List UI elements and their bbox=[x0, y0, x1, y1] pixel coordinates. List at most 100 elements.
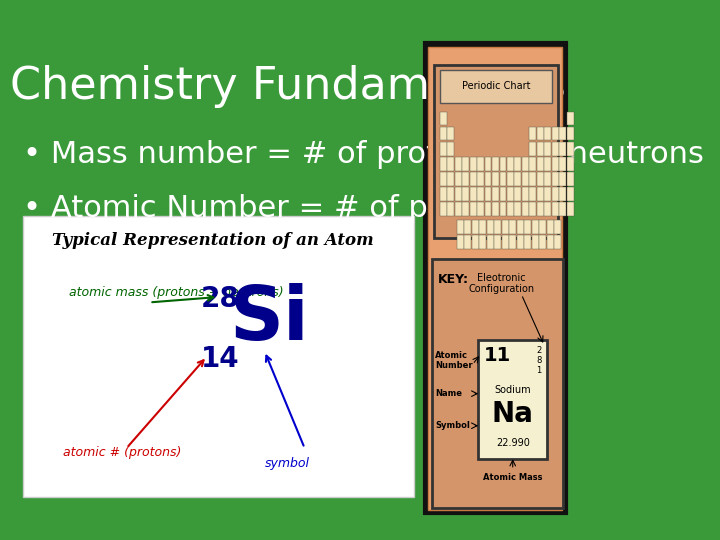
Text: 2
8
1: 2 8 1 bbox=[536, 346, 541, 375]
FancyBboxPatch shape bbox=[478, 340, 547, 459]
Bar bbox=[559, 187, 566, 201]
Bar bbox=[537, 187, 544, 201]
Bar bbox=[552, 142, 559, 156]
Bar bbox=[495, 235, 501, 249]
Bar bbox=[517, 220, 523, 234]
Bar bbox=[500, 187, 506, 201]
Text: Eleotronic
Configuration: Eleotronic Configuration bbox=[468, 273, 534, 294]
FancyBboxPatch shape bbox=[432, 259, 563, 508]
Bar bbox=[515, 172, 521, 186]
Text: Atomic
Number: Atomic Number bbox=[435, 351, 473, 370]
Bar bbox=[480, 220, 486, 234]
Bar bbox=[440, 172, 446, 186]
Bar bbox=[485, 187, 492, 201]
Bar bbox=[454, 187, 462, 201]
Bar bbox=[537, 142, 544, 156]
Bar bbox=[440, 127, 446, 140]
Bar bbox=[529, 127, 536, 140]
Bar bbox=[515, 157, 521, 171]
Bar bbox=[457, 220, 464, 234]
Bar bbox=[567, 172, 574, 186]
Bar bbox=[507, 157, 514, 171]
Bar bbox=[447, 172, 454, 186]
Bar bbox=[462, 172, 469, 186]
Bar bbox=[485, 157, 492, 171]
Bar bbox=[502, 220, 509, 234]
Bar bbox=[462, 202, 469, 216]
Text: Sodium: Sodium bbox=[495, 385, 531, 395]
Bar bbox=[447, 127, 454, 140]
Bar bbox=[537, 172, 544, 186]
Bar bbox=[554, 220, 561, 234]
Bar bbox=[469, 157, 477, 171]
Bar bbox=[552, 172, 559, 186]
Text: Name: Name bbox=[435, 389, 462, 398]
Bar bbox=[440, 142, 446, 156]
Text: • Atomic Number = # of protons: • Atomic Number = # of protons bbox=[23, 194, 524, 224]
Bar bbox=[454, 157, 462, 171]
Text: 22.990: 22.990 bbox=[496, 438, 530, 448]
Bar bbox=[524, 235, 531, 249]
Text: Chemistry Fundamentals: Chemistry Fundamentals bbox=[9, 65, 565, 108]
Bar bbox=[462, 157, 469, 171]
Bar bbox=[567, 127, 574, 140]
Bar bbox=[567, 112, 574, 125]
Bar bbox=[531, 235, 539, 249]
Text: symbol: symbol bbox=[264, 457, 310, 470]
Text: atomic mass (protons + neutrons): atomic mass (protons + neutrons) bbox=[69, 286, 284, 299]
Bar bbox=[492, 172, 499, 186]
Text: Periodic Chart: Periodic Chart bbox=[462, 82, 530, 91]
Bar bbox=[477, 187, 484, 201]
Bar bbox=[492, 202, 499, 216]
Bar bbox=[537, 127, 544, 140]
Bar bbox=[454, 172, 462, 186]
Bar bbox=[522, 187, 528, 201]
Bar bbox=[539, 220, 546, 234]
Bar bbox=[517, 235, 523, 249]
Bar bbox=[529, 202, 536, 216]
Text: Na: Na bbox=[492, 400, 534, 428]
Bar bbox=[515, 202, 521, 216]
Bar bbox=[469, 187, 477, 201]
Bar bbox=[515, 187, 521, 201]
Bar bbox=[559, 142, 566, 156]
Bar bbox=[447, 202, 454, 216]
Bar bbox=[522, 202, 528, 216]
Bar bbox=[552, 157, 559, 171]
Bar bbox=[531, 220, 539, 234]
Bar bbox=[464, 235, 472, 249]
Bar bbox=[440, 202, 446, 216]
FancyBboxPatch shape bbox=[434, 65, 557, 238]
Bar bbox=[477, 157, 484, 171]
Bar bbox=[537, 202, 544, 216]
Bar bbox=[509, 220, 516, 234]
FancyBboxPatch shape bbox=[428, 47, 562, 510]
Bar bbox=[544, 187, 552, 201]
Bar bbox=[440, 187, 446, 201]
Bar bbox=[546, 220, 554, 234]
Bar bbox=[454, 202, 462, 216]
Bar bbox=[457, 235, 464, 249]
Bar bbox=[544, 142, 552, 156]
Bar bbox=[487, 235, 494, 249]
Bar bbox=[552, 187, 559, 201]
Bar bbox=[567, 142, 574, 156]
Bar bbox=[559, 127, 566, 140]
Bar bbox=[500, 157, 506, 171]
Bar bbox=[554, 235, 561, 249]
Bar bbox=[529, 187, 536, 201]
Bar bbox=[567, 187, 574, 201]
Bar bbox=[447, 142, 454, 156]
Bar bbox=[500, 202, 506, 216]
Text: KEY:: KEY: bbox=[438, 273, 469, 286]
Bar bbox=[472, 220, 479, 234]
Bar bbox=[559, 172, 566, 186]
Bar bbox=[487, 220, 494, 234]
Text: Typical Representation of an Atom: Typical Representation of an Atom bbox=[52, 232, 374, 249]
Bar bbox=[522, 172, 528, 186]
Bar bbox=[477, 202, 484, 216]
Bar bbox=[507, 202, 514, 216]
Bar bbox=[559, 202, 566, 216]
Bar bbox=[529, 172, 536, 186]
Bar bbox=[559, 157, 566, 171]
